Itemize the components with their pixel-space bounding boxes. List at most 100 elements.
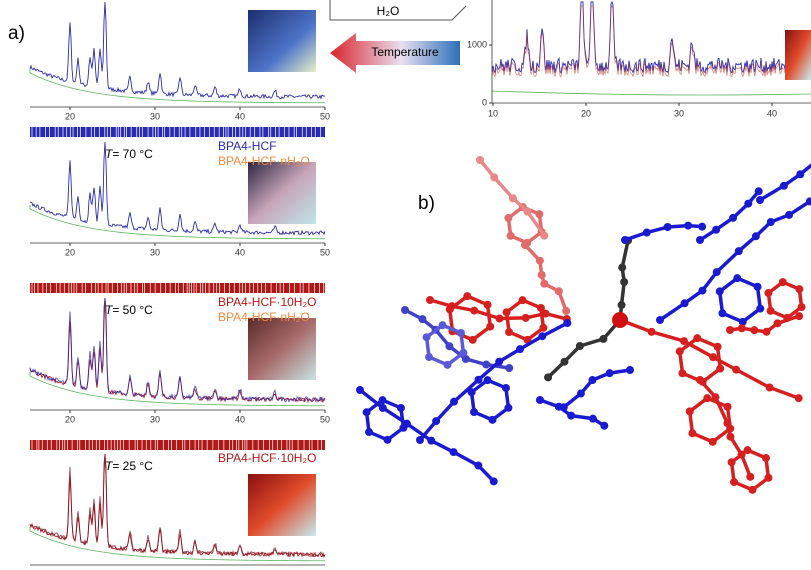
x-tick-label: 40	[767, 108, 777, 118]
atom	[554, 402, 563, 411]
atom	[470, 306, 479, 315]
atom	[663, 223, 672, 232]
condition-label: T= 25 °C	[105, 459, 153, 473]
atom	[521, 313, 530, 322]
atom	[647, 327, 656, 336]
atom	[762, 327, 771, 336]
atom	[732, 365, 741, 374]
atom	[753, 282, 762, 291]
atom	[748, 485, 757, 494]
atom	[711, 393, 720, 402]
atom	[495, 357, 504, 366]
atom	[698, 222, 707, 231]
condition-text: = 50 °C	[112, 303, 153, 317]
atom	[562, 306, 571, 315]
panel-label: b)	[418, 193, 435, 214]
atom	[737, 450, 746, 459]
reflection-strip	[30, 127, 325, 137]
baseline-trace	[29, 527, 326, 562]
atom	[463, 292, 472, 301]
atom	[505, 364, 514, 373]
temperature-arrow	[330, 33, 460, 73]
bond	[452, 450, 480, 468]
atom	[535, 256, 544, 265]
atom	[576, 389, 585, 398]
pattern-trace	[29, 141, 326, 236]
atom	[560, 357, 569, 366]
x-tick-label: 20	[65, 111, 75, 121]
pattern-trace	[29, 453, 326, 558]
baseline-trace	[29, 69, 326, 104]
atom	[726, 432, 735, 441]
atom	[540, 279, 549, 288]
atom	[620, 277, 629, 286]
atom	[727, 458, 736, 467]
atom	[518, 296, 527, 305]
sample-photo	[248, 10, 316, 72]
bond	[434, 400, 456, 423]
baseline-trace	[29, 205, 326, 240]
atom	[618, 263, 627, 272]
atom	[729, 213, 738, 222]
atom	[688, 429, 697, 438]
atom	[563, 319, 572, 328]
atom	[505, 328, 514, 337]
atom	[794, 394, 803, 403]
sample-photo	[248, 474, 316, 536]
bond	[418, 419, 438, 442]
atom	[427, 436, 436, 445]
atom	[489, 477, 498, 486]
atom	[626, 366, 634, 374]
condition-symbol: T	[105, 303, 114, 317]
legend-entry: BPA4-HCF	[218, 139, 276, 153]
atom	[474, 461, 483, 470]
bond	[430, 439, 455, 454]
x-tick-label: 30	[674, 108, 684, 118]
atom	[600, 421, 609, 430]
atom	[605, 369, 614, 378]
atom	[713, 342, 722, 351]
atom	[675, 347, 684, 356]
atom	[684, 221, 693, 230]
atom	[738, 317, 747, 326]
atom	[766, 218, 775, 227]
atom	[541, 309, 550, 318]
x-tick-label: 40	[235, 111, 245, 121]
legend-entry: BPA4-HCF·nH₂O	[218, 154, 310, 168]
atom	[483, 300, 492, 309]
pattern-trace	[29, 1, 326, 100]
atom	[425, 353, 434, 362]
atom	[708, 437, 717, 446]
atom	[396, 403, 405, 412]
atom	[508, 194, 517, 203]
x-tick-label: 20	[581, 108, 591, 118]
atom	[744, 199, 753, 208]
atom	[554, 287, 563, 296]
atom	[383, 435, 392, 444]
atom	[805, 197, 811, 206]
atom	[540, 231, 549, 240]
condition-label: T= 70 °C	[105, 147, 153, 161]
atom	[443, 360, 452, 369]
atom	[575, 342, 584, 351]
bond	[541, 321, 569, 338]
atom	[726, 326, 734, 334]
condition-symbol: T	[105, 459, 114, 473]
atom	[401, 306, 409, 314]
atom	[567, 411, 576, 420]
baseline-trace	[491, 90, 811, 96]
arrow-top-label: H₂O	[377, 4, 400, 18]
atom	[378, 396, 387, 405]
atom	[588, 376, 597, 385]
atom	[778, 278, 787, 287]
atom	[449, 397, 458, 406]
atom	[743, 446, 752, 455]
bond	[579, 337, 604, 348]
bond	[620, 240, 630, 268]
atom	[723, 402, 732, 411]
bond	[498, 347, 521, 364]
atom	[754, 187, 763, 196]
x-tick-label: 50	[320, 111, 330, 121]
atom	[642, 228, 651, 237]
atom	[468, 335, 477, 344]
